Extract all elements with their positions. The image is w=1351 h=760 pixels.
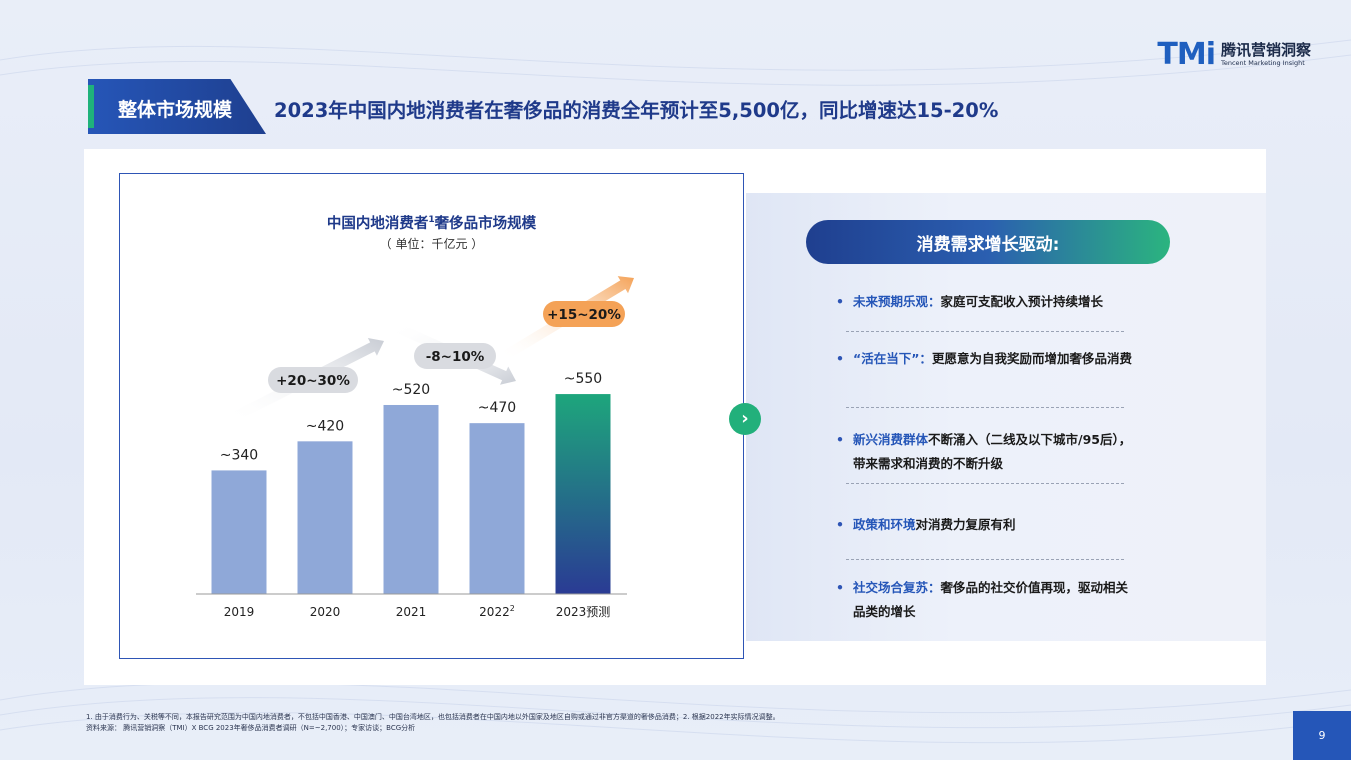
driver-item: • 新兴消费群体不断涌入（二线及以下城市/95后），带来需求和消费的不断升级 <box>836 428 1136 476</box>
divider <box>846 483 1124 484</box>
bullet-icon: • <box>836 294 844 309</box>
bar-2021 <box>383 404 439 594</box>
brand-logo: TMi 腾讯营销洞察 Tencent Marketing Insight <box>1157 40 1311 70</box>
growth-badge <box>268 367 358 393</box>
brand-mark: TMi <box>1157 37 1216 72</box>
category-label: 2023预测 <box>556 605 611 619</box>
next-arrow-icon: › <box>729 403 761 435</box>
value-label: ~420 <box>306 418 344 434</box>
brand-name-en: Tencent Marketing Insight <box>1220 59 1305 68</box>
growth-label: +20~30% <box>276 373 350 389</box>
brand-name-cn: 腾讯营销洞察 <box>1220 41 1311 60</box>
driver-item: • “活在当下”：更愿意为自我奖励而增加奢侈品消费 <box>836 347 1136 371</box>
bullet-icon: • <box>836 432 844 447</box>
page-headline: 2023年中国内地消费者在奢侈品的消费全年预计至5,500亿，同比增速达15-2… <box>274 99 999 122</box>
value-label: ~470 <box>478 400 516 416</box>
growth-label: +15~20% <box>547 307 621 323</box>
driver-item: • 社交场合复苏：奢侈品的社交价值再现，驱动相关品类的增长 <box>836 576 1136 624</box>
value-label: ~340 <box>220 447 258 463</box>
chart-unit: （ 单位：千亿元 ） <box>379 237 484 251</box>
footnote-line: 1. 由于消费行为、关税等不同，本报告研究范围为中国内地消费者，不包括中国香港、… <box>86 713 780 721</box>
divider <box>846 331 1124 332</box>
growth-badge <box>414 343 496 369</box>
driver-item: • 未来预期乐观：家庭可支配收入预计持续增长 <box>836 290 1136 314</box>
category-label: 2021 <box>396 605 427 619</box>
divider <box>846 407 1124 408</box>
growth-badge <box>543 301 625 327</box>
bar-2020 <box>297 441 353 594</box>
bullet-icon: • <box>836 580 844 595</box>
divider <box>846 559 1124 560</box>
section-tag-label: 整体市场规模 <box>118 99 233 121</box>
bar-2022 <box>469 423 525 594</box>
bullet-icon: • <box>836 517 844 532</box>
category-label: 20222 <box>479 604 515 619</box>
bar-2023预测 <box>555 394 611 594</box>
value-label: ~550 <box>564 371 602 387</box>
chart-title: 中国内地消费者1奢侈品市场规模 <box>326 215 537 232</box>
category-label: 2020 <box>310 605 341 619</box>
drivers-title: 消费需求增长驱动: <box>806 220 1170 264</box>
source-line: 资料来源： 腾讯营销洞察（TMI）X BCG 2023年奢侈品消费者调研（N=~… <box>86 724 416 732</box>
growth-label: -8~10% <box>426 349 485 365</box>
page-number: 9 <box>1293 711 1351 760</box>
value-label: ~520 <box>392 382 430 398</box>
driver-item: • 政策和环境对消费力复原有利 <box>836 513 1136 537</box>
bullet-icon: • <box>836 351 844 366</box>
category-label: 2019 <box>224 605 255 619</box>
footnote: 1. 由于消费行为、关税等不同，本报告研究范围为中国内地消费者，不包括中国香港、… <box>86 712 780 734</box>
bar-2019 <box>211 470 267 594</box>
drivers-background <box>746 193 1266 641</box>
